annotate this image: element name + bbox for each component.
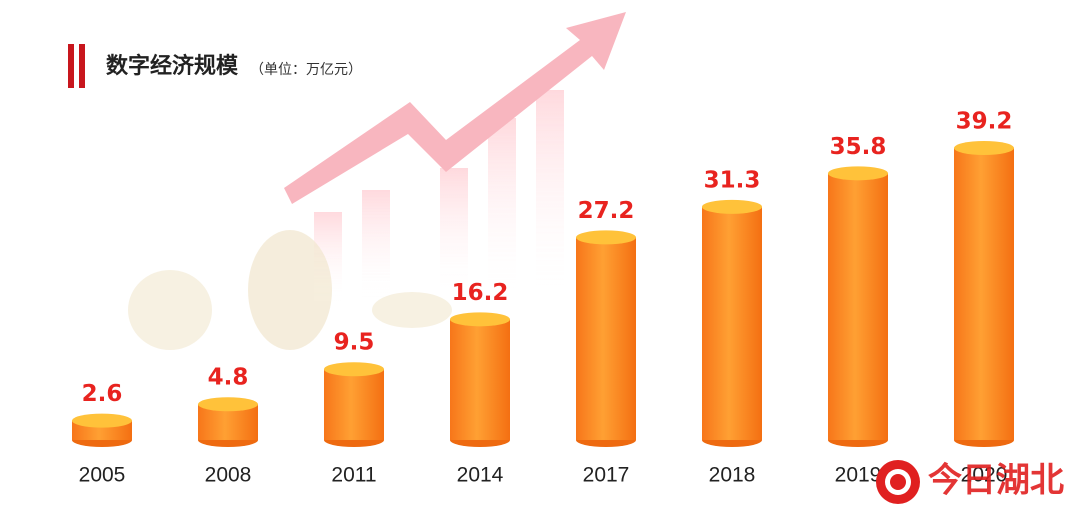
bar-top (324, 362, 384, 377)
bar (702, 206, 762, 440)
bar (954, 148, 1014, 440)
bar-cylinder: 4.8 (198, 365, 258, 447)
watermark: 今日湖北 (928, 461, 1064, 501)
x-tick-label: 2019 (835, 464, 882, 487)
bar-cylinder: 35.8 (828, 134, 888, 447)
title-accent (68, 44, 74, 88)
x-tick-label: 2008 (205, 464, 252, 487)
data-label: 27.2 (578, 198, 635, 224)
bar-top (828, 166, 888, 181)
bar (324, 369, 384, 440)
watermark-logo (876, 460, 920, 504)
bar (450, 319, 510, 440)
bar-cylinder: 16.2 (450, 280, 510, 447)
x-tick-label: 2018 (709, 464, 756, 487)
bar (828, 173, 888, 440)
bar-cylinder: 31.3 (702, 167, 762, 447)
data-label: 2.6 (82, 381, 123, 407)
x-tick-label: 2020 (961, 464, 1008, 487)
chart-subtitle: （单位：万亿元） (250, 62, 362, 78)
title-accent (79, 44, 85, 88)
bar-cylinder: 2.6 (72, 381, 132, 447)
data-label: 4.8 (208, 365, 249, 391)
x-tick-label: 2017 (583, 464, 630, 487)
x-tick-label: 2005 (79, 464, 126, 487)
x-tick-label: 2014 (457, 464, 504, 487)
bar-top (576, 230, 636, 245)
data-label: 35.8 (830, 134, 887, 160)
background-decoration (128, 12, 626, 350)
data-label: 9.5 (334, 330, 375, 356)
bar-top (198, 397, 258, 412)
data-label: 39.2 (956, 109, 1013, 135)
x-tick-label: 2011 (331, 464, 376, 487)
bar-cylinder: 27.2 (576, 198, 636, 447)
chart-title: 数字经济规模 (106, 53, 239, 79)
bar-top (72, 413, 132, 428)
bar-top (954, 141, 1014, 155)
bar-cylinder: 39.2 (954, 109, 1014, 447)
bar-top (702, 199, 762, 214)
data-label: 31.3 (704, 167, 761, 193)
bar-cylinder: 9.5 (324, 330, 384, 447)
bar-top (450, 312, 510, 327)
bar (576, 237, 636, 440)
data-label: 16.2 (452, 280, 509, 306)
